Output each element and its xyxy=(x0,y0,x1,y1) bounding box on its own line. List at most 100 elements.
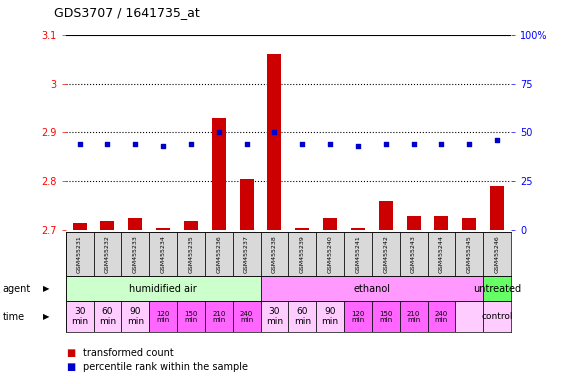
Text: GSM455241: GSM455241 xyxy=(355,235,360,273)
Bar xyxy=(483,301,511,332)
Bar xyxy=(94,301,122,332)
Point xyxy=(409,141,418,147)
Bar xyxy=(94,232,122,276)
Point xyxy=(465,141,474,147)
Text: GSM455237: GSM455237 xyxy=(244,235,249,273)
Text: 150
min: 150 min xyxy=(184,311,198,323)
Text: 60
min: 60 min xyxy=(293,308,311,326)
Text: 240
min: 240 min xyxy=(240,311,253,323)
Bar xyxy=(316,232,344,276)
Text: GSM455238: GSM455238 xyxy=(272,235,277,273)
Text: 240
min: 240 min xyxy=(435,311,448,323)
Bar xyxy=(344,301,372,332)
Text: 210
min: 210 min xyxy=(407,311,420,323)
Text: humidified air: humidified air xyxy=(129,284,197,294)
Bar xyxy=(128,218,142,230)
Point xyxy=(75,141,84,147)
Bar xyxy=(66,301,94,332)
Bar xyxy=(323,218,337,230)
Bar xyxy=(267,54,282,230)
Text: GDS3707 / 1641735_at: GDS3707 / 1641735_at xyxy=(54,6,200,19)
Bar xyxy=(156,228,170,230)
Text: 90
min: 90 min xyxy=(127,308,144,326)
Point xyxy=(131,141,140,147)
Point xyxy=(159,143,168,149)
Bar xyxy=(149,301,177,332)
Text: time: time xyxy=(3,312,25,322)
Text: GSM455245: GSM455245 xyxy=(467,235,472,273)
Text: 90
min: 90 min xyxy=(321,308,339,326)
Text: 210
min: 210 min xyxy=(212,311,226,323)
Point xyxy=(381,141,391,147)
Text: ▶: ▶ xyxy=(43,312,49,321)
Bar xyxy=(435,216,448,230)
Text: GSM455232: GSM455232 xyxy=(105,235,110,273)
Text: GSM455231: GSM455231 xyxy=(77,235,82,273)
Bar xyxy=(428,232,456,276)
Text: GSM455236: GSM455236 xyxy=(216,235,222,273)
Bar xyxy=(233,301,260,332)
Text: transformed count: transformed count xyxy=(83,348,174,358)
Bar xyxy=(344,232,372,276)
Point xyxy=(437,141,446,147)
Text: 30
min: 30 min xyxy=(266,308,283,326)
Bar xyxy=(66,276,260,301)
Text: percentile rank within the sample: percentile rank within the sample xyxy=(83,362,248,372)
Bar xyxy=(288,232,316,276)
Point xyxy=(270,129,279,136)
Text: GSM455242: GSM455242 xyxy=(383,235,388,273)
Point xyxy=(103,141,112,147)
Text: GSM455244: GSM455244 xyxy=(439,235,444,273)
Text: untreated: untreated xyxy=(473,284,521,294)
Point xyxy=(353,143,363,149)
Bar xyxy=(233,232,260,276)
Text: GSM455240: GSM455240 xyxy=(328,235,333,273)
Text: 60
min: 60 min xyxy=(99,308,116,326)
Bar xyxy=(428,301,456,332)
Text: ethanol: ethanol xyxy=(353,284,391,294)
Text: 120
min: 120 min xyxy=(351,311,365,323)
Text: 120
min: 120 min xyxy=(156,311,170,323)
Text: ▶: ▶ xyxy=(43,285,49,293)
Bar xyxy=(205,301,233,332)
Bar xyxy=(456,232,483,276)
Bar xyxy=(73,223,87,230)
Bar xyxy=(100,220,114,230)
Bar xyxy=(400,301,428,332)
Text: GSM455246: GSM455246 xyxy=(494,235,500,273)
Bar xyxy=(66,232,94,276)
Bar xyxy=(149,232,177,276)
Bar xyxy=(288,301,316,332)
Text: ■: ■ xyxy=(66,362,75,372)
Point xyxy=(186,141,195,147)
Text: GSM455239: GSM455239 xyxy=(300,235,305,273)
Bar xyxy=(122,301,149,332)
Text: 30
min: 30 min xyxy=(71,308,88,326)
Point xyxy=(242,141,251,147)
Bar xyxy=(400,232,428,276)
Point xyxy=(325,141,335,147)
Point xyxy=(214,129,223,136)
Text: ■: ■ xyxy=(66,348,75,358)
Bar xyxy=(177,232,205,276)
Bar xyxy=(205,232,233,276)
Text: GSM455234: GSM455234 xyxy=(160,235,166,273)
Text: GSM455233: GSM455233 xyxy=(132,235,138,273)
Bar xyxy=(184,220,198,230)
Text: GSM455243: GSM455243 xyxy=(411,235,416,273)
Text: GSM455235: GSM455235 xyxy=(188,235,194,273)
Bar xyxy=(483,276,511,301)
Bar xyxy=(490,186,504,230)
Bar xyxy=(463,218,476,230)
Text: agent: agent xyxy=(3,284,31,294)
Bar xyxy=(177,301,205,332)
Text: control: control xyxy=(481,312,513,321)
Bar xyxy=(295,228,309,230)
Bar xyxy=(379,201,393,230)
Bar xyxy=(372,301,400,332)
Text: 150
min: 150 min xyxy=(379,311,392,323)
Bar xyxy=(483,232,511,276)
Bar xyxy=(260,232,288,276)
Bar xyxy=(122,232,149,276)
Bar xyxy=(240,179,254,230)
